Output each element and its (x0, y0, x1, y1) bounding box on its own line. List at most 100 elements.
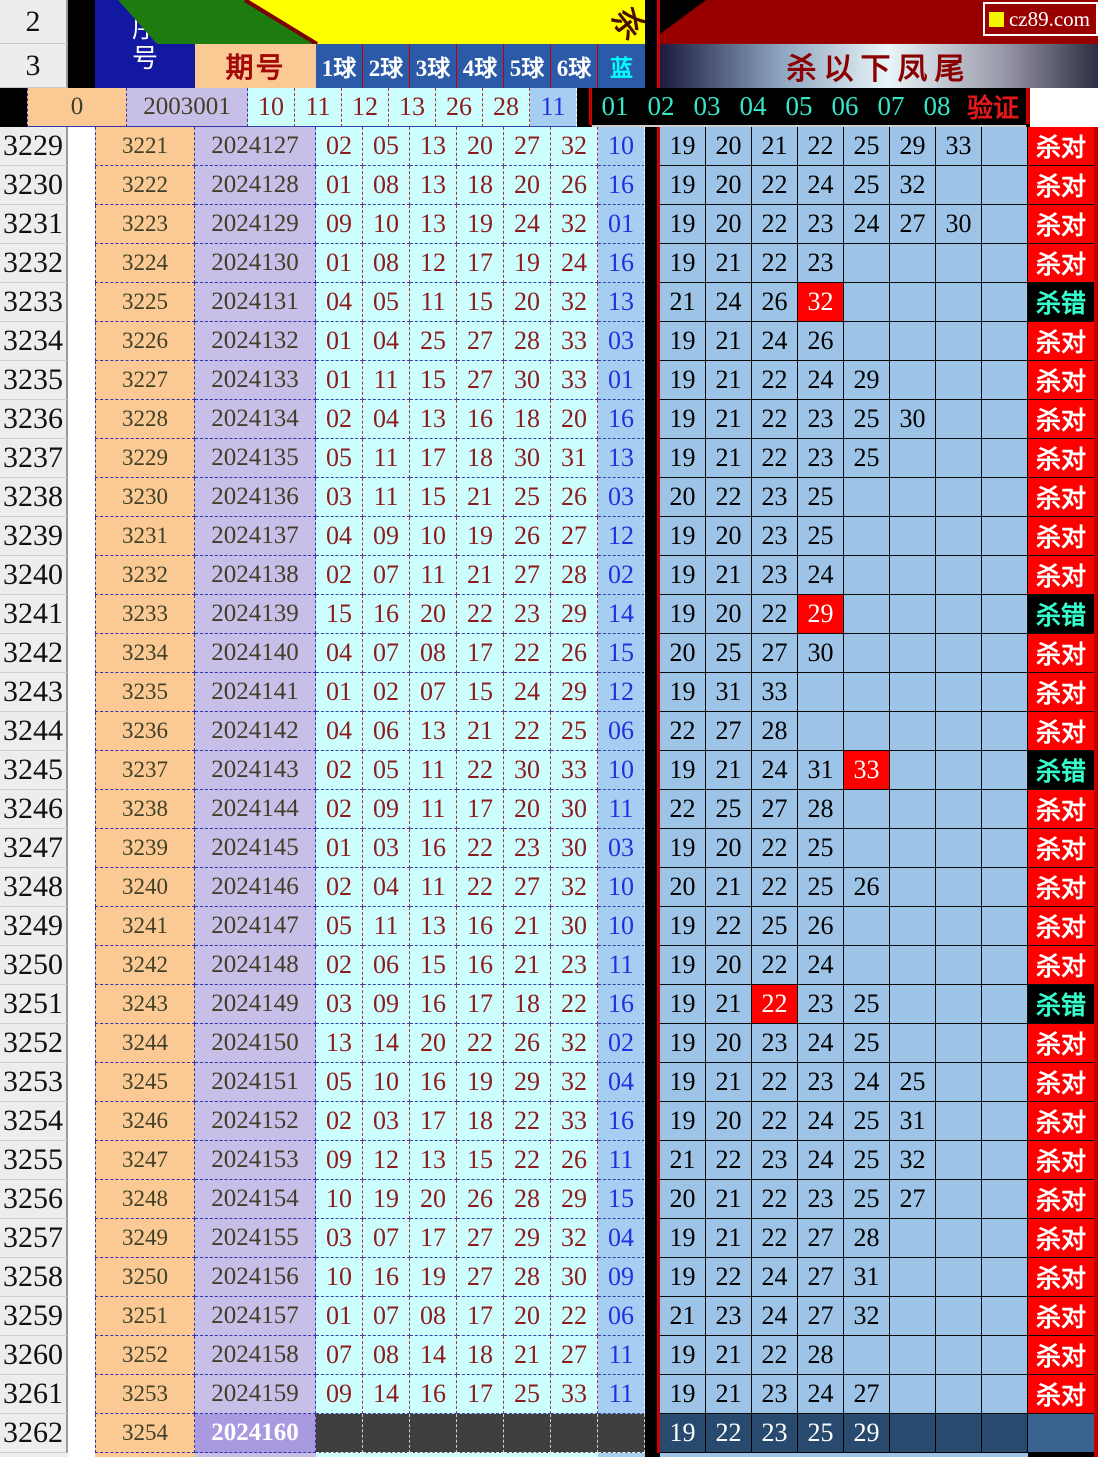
period-cell[interactable]: 2024150 (195, 1024, 316, 1063)
kill-cell[interactable]: 29 (798, 595, 844, 634)
kill-cell[interactable]: 26 (752, 283, 798, 322)
ball-cell[interactable]: 13 (316, 1024, 363, 1063)
seq-cell[interactable]: 3229 (95, 439, 195, 478)
ball-cell[interactable]: 14 (363, 1375, 410, 1414)
ball-cell[interactable]: 29 (551, 1180, 598, 1219)
kill-cell[interactable]: 19 (660, 439, 706, 478)
row-number[interactable]: 3260 (0, 1336, 68, 1375)
verify-cell[interactable]: 杀对 (1028, 517, 1094, 556)
kill-cell[interactable]: 22 (706, 907, 752, 946)
blue-ball-cell[interactable]: 13 (598, 439, 645, 478)
kill-cell[interactable]: 21 (660, 283, 706, 322)
row-number[interactable]: 3240 (0, 556, 68, 595)
ball-cell[interactable]: 18 (457, 439, 504, 478)
ball-cell[interactable]: 20 (504, 1297, 551, 1336)
kill-cell[interactable] (936, 439, 982, 478)
period-cell[interactable]: 2024154 (195, 1180, 316, 1219)
row-number[interactable]: 3251 (0, 985, 68, 1024)
ball-cell[interactable]: 15 (457, 283, 504, 322)
ball-cell[interactable]: 28 (504, 1180, 551, 1219)
kill-cell[interactable] (982, 1219, 1028, 1258)
kill-cell[interactable]: 28 (752, 712, 798, 751)
ball-cell[interactable]: 17 (457, 1375, 504, 1414)
kill-cell[interactable]: 19 (660, 244, 706, 283)
ball-cell[interactable]: 32 (551, 1219, 598, 1258)
ball-cell[interactable]: 13 (410, 907, 457, 946)
verify-cell[interactable]: 杀对 (1028, 829, 1094, 868)
kill-cell[interactable]: 22 (752, 829, 798, 868)
blue-ball-cell[interactable]: 14 (598, 595, 645, 634)
kill-cell[interactable]: 19 (660, 1375, 706, 1414)
kill-cell[interactable] (982, 868, 1028, 907)
kill-cell[interactable] (982, 1180, 1028, 1219)
kill-cell[interactable]: 19 (660, 127, 706, 166)
header-ball-4[interactable]: 4球 (457, 44, 504, 88)
ball-cell[interactable]: 33 (551, 322, 598, 361)
ball-cell[interactable]: 26 (551, 1141, 598, 1180)
kill-cell[interactable]: 27 (798, 1258, 844, 1297)
kill-cell[interactable] (936, 1336, 982, 1375)
kill-cell[interactable]: 20 (706, 1102, 752, 1141)
kill-cell[interactable]: 19 (660, 556, 706, 595)
period-cell[interactable]: 2024131 (195, 283, 316, 322)
ball-cell[interactable]: 26 (504, 1024, 551, 1063)
ball-cell[interactable]: 27 (457, 361, 504, 400)
kill-cell[interactable] (982, 166, 1028, 205)
kill-cell[interactable]: 22 (752, 868, 798, 907)
kill-cell[interactable]: 21 (660, 1297, 706, 1336)
kill-cell[interactable]: 24 (706, 283, 752, 322)
kill-cell[interactable]: 23 (706, 1297, 752, 1336)
verify-cell[interactable]: 杀错 (1028, 595, 1094, 634)
kill-cell[interactable]: 28 (798, 790, 844, 829)
kill-cell[interactable] (890, 868, 936, 907)
verify-cell[interactable]: 杀错 (1028, 751, 1094, 790)
kill-cell[interactable]: 22 (752, 1063, 798, 1102)
ball-cell[interactable]: 33 (551, 1102, 598, 1141)
ball-cell[interactable]: 05 (316, 1063, 363, 1102)
verify-cell[interactable]: 杀对 (1028, 1336, 1094, 1375)
ball-cell[interactable]: 29 (504, 1219, 551, 1258)
ball-cell[interactable]: 24 (551, 244, 598, 283)
kill-cell[interactable]: 19 (660, 517, 706, 556)
ball-cell[interactable]: 30 (551, 829, 598, 868)
kill-cell[interactable]: 25 (844, 985, 890, 1024)
kill-cell[interactable] (982, 1063, 1028, 1102)
ball-cell[interactable]: 07 (410, 673, 457, 712)
seq-cell[interactable]: 3228 (95, 400, 195, 439)
kill-cell[interactable] (982, 244, 1028, 283)
row-number[interactable]: 3257 (0, 1219, 68, 1258)
kill-cell[interactable] (936, 1063, 982, 1102)
kill-cell[interactable] (936, 1102, 982, 1141)
period-cell[interactable]: 2024151 (195, 1063, 316, 1102)
kill-cell[interactable]: 21 (706, 244, 752, 283)
ball-cell[interactable]: 33 (551, 751, 598, 790)
seq-cell[interactable]: 3250 (95, 1258, 195, 1297)
kill-cell[interactable]: 24 (844, 205, 890, 244)
ball-cell[interactable]: 27 (457, 1219, 504, 1258)
kill-cell[interactable] (890, 283, 936, 322)
period-cell[interactable]: 2024145 (195, 829, 316, 868)
ball-cell[interactable]: 01 (316, 361, 363, 400)
kill-cell[interactable] (844, 712, 890, 751)
kill-cell[interactable]: 24 (752, 322, 798, 361)
ball-cell[interactable]: 02 (316, 127, 363, 166)
row-number[interactable]: 3246 (0, 790, 68, 829)
verify-cell[interactable]: 杀对 (1028, 1219, 1094, 1258)
kill-cell[interactable] (936, 907, 982, 946)
verify-cell[interactable]: 杀对 (1028, 907, 1094, 946)
row-number[interactable]: 3232 (0, 244, 68, 283)
kill-cell[interactable] (890, 907, 936, 946)
ball-cell[interactable]: 11 (410, 868, 457, 907)
row-number[interactable]: 3255 (0, 1141, 68, 1180)
seq-cell[interactable]: 3223 (95, 205, 195, 244)
kill-cell[interactable]: 21 (706, 1180, 752, 1219)
ball-cell[interactable]: 27 (457, 322, 504, 361)
kill-cell[interactable]: 30 (936, 205, 982, 244)
kill-cell[interactable] (890, 361, 936, 400)
seq-cell[interactable]: 3245 (95, 1063, 195, 1102)
row-number[interactable]: 3238 (0, 478, 68, 517)
kill-cell[interactable]: 25 (844, 439, 890, 478)
row-number[interactable]: 3247 (0, 829, 68, 868)
ball-cell[interactable]: 13 (389, 88, 436, 127)
kill-cell[interactable]: 20 (660, 634, 706, 673)
